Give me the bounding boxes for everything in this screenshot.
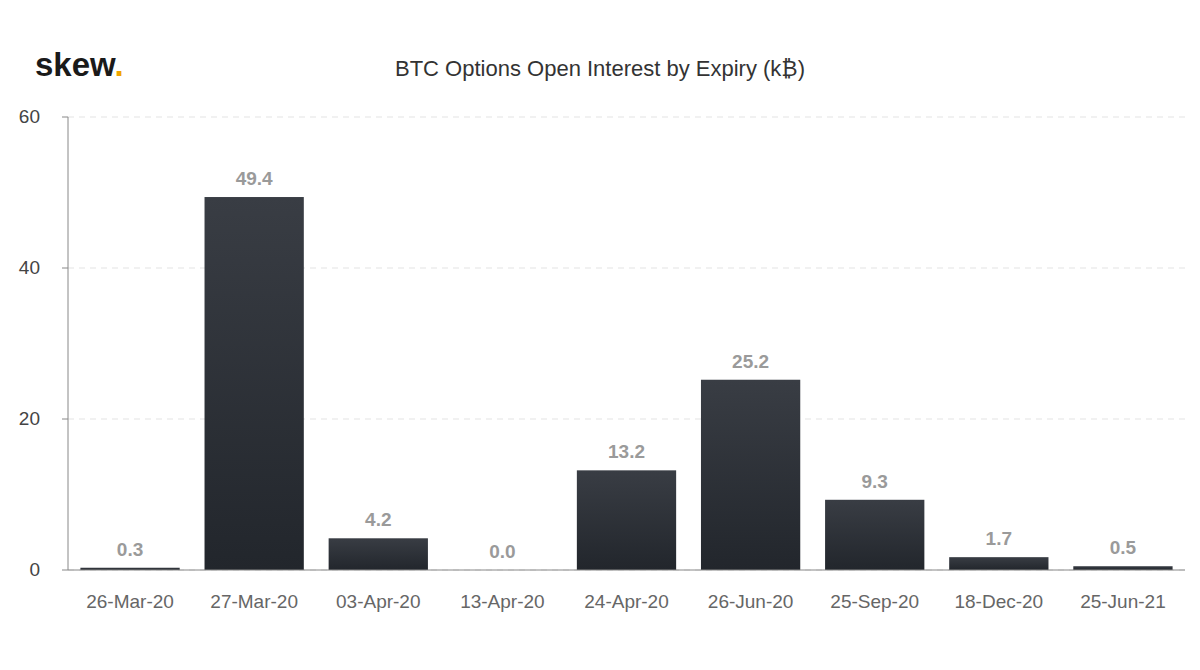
chart-svg: skew. BTC Options Open Interest by Expiry… [0, 0, 1200, 670]
data-label: 0.3 [117, 539, 143, 560]
bar [701, 380, 800, 570]
data-label: 25.2 [732, 351, 769, 372]
logo: skew. [35, 46, 124, 83]
x-axis-line [68, 570, 1185, 571]
data-label: 49.4 [236, 168, 273, 189]
y-tick [62, 570, 68, 571]
bars [80, 197, 1172, 570]
bar [329, 538, 428, 570]
x-tick-label: 25-Sep-20 [830, 591, 919, 612]
data-label: 0.5 [1110, 537, 1137, 558]
x-tick-label: 25-Jun-21 [1080, 591, 1166, 612]
data-labels: 0.3 49.4 4.2 0.0 13.2 25.2 9.3 1.7 0.5 [117, 168, 1137, 562]
bar [825, 500, 924, 570]
x-tick-label: 13-Apr-20 [460, 591, 545, 612]
x-tick-label: 27-Mar-20 [210, 591, 298, 612]
y-axis-line [68, 117, 69, 570]
logo-word: skew [35, 46, 116, 83]
data-label: 4.2 [365, 509, 391, 530]
x-tick-label: 24-Apr-20 [584, 591, 669, 612]
grid-line [68, 117, 1185, 118]
chart-root: skew. BTC Options Open Interest by Expiry… [0, 0, 1200, 670]
grid-line [68, 570, 1185, 571]
bar [205, 197, 304, 570]
y-tick-label: 0 [29, 559, 40, 580]
y-tick [62, 117, 68, 118]
bar [949, 557, 1048, 570]
bar [577, 470, 676, 570]
bar [1073, 566, 1172, 570]
logo-dot: . [115, 46, 124, 83]
x-tick-label: 26-Mar-20 [86, 591, 174, 612]
y-tick [62, 419, 68, 420]
y-tick-label: 60 [19, 106, 40, 127]
y-tick-label: 20 [19, 408, 40, 429]
title: BTC Options Open Interest by Expiry (k₿) [395, 56, 805, 81]
y-tick-label: 40 [19, 257, 40, 278]
data-label: 13.2 [608, 441, 645, 462]
x-tick-label: 18-Dec-20 [954, 591, 1043, 612]
x-tick-label: 03-Apr-20 [336, 591, 421, 612]
data-label: 0.0 [489, 541, 515, 562]
data-label: 1.7 [986, 528, 1012, 549]
data-label: 9.3 [862, 471, 888, 492]
y-tick [62, 268, 68, 269]
x-tick-label: 26-Jun-20 [708, 591, 794, 612]
